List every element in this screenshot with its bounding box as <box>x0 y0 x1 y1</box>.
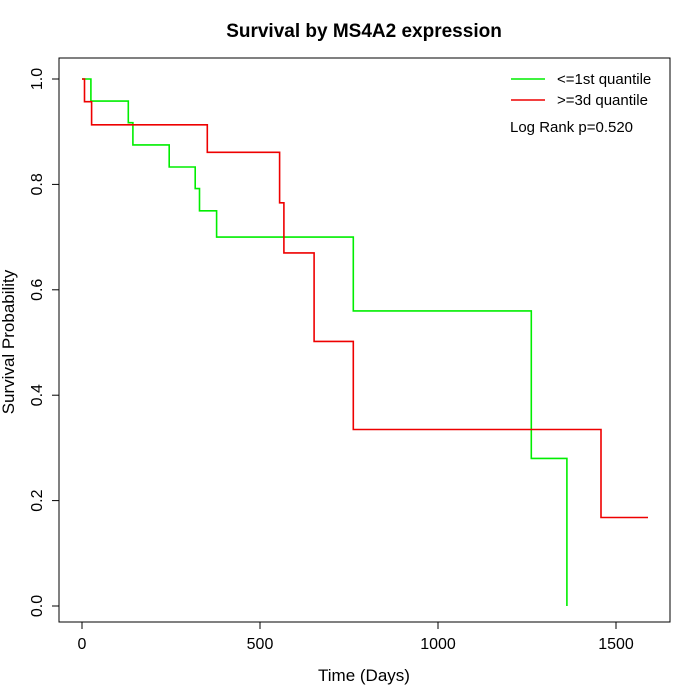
legend: <=1st quantile >=3d quantile <box>511 71 651 109</box>
legend-label-1: >=3d quantile <box>557 92 648 109</box>
y-tick-label: 0.2 <box>29 489 46 511</box>
x-tick-label: 500 <box>247 636 274 653</box>
series-line-0 <box>82 78 568 606</box>
y-tick-label: 0.4 <box>29 384 46 406</box>
x-tick-label: 1000 <box>420 636 456 653</box>
log-rank-annotation: Log Rank p=0.520 <box>510 119 633 136</box>
y-tick-label: 1.0 <box>29 68 46 90</box>
x-tick-label: 1500 <box>598 636 634 653</box>
y-axis-label: Survival Probability <box>0 269 18 414</box>
y-tick-label: 0.6 <box>29 279 46 301</box>
y-axis: 0.0 0.2 0.4 0.6 0.8 1.0 <box>29 68 60 617</box>
chart-title: Survival by MS4A2 expression <box>226 21 502 42</box>
series-lines <box>82 78 648 606</box>
x-axis: 0 500 1000 1500 <box>78 621 634 653</box>
x-axis-label: Time (Days) <box>318 666 410 685</box>
legend-label-0: <=1st quantile <box>557 71 651 88</box>
y-tick-label: 0.0 <box>29 595 46 617</box>
series-line-1 <box>82 78 648 519</box>
plot-frame <box>58 57 671 623</box>
x-tick-label: 0 <box>78 636 87 653</box>
y-tick-label: 0.8 <box>29 173 46 195</box>
